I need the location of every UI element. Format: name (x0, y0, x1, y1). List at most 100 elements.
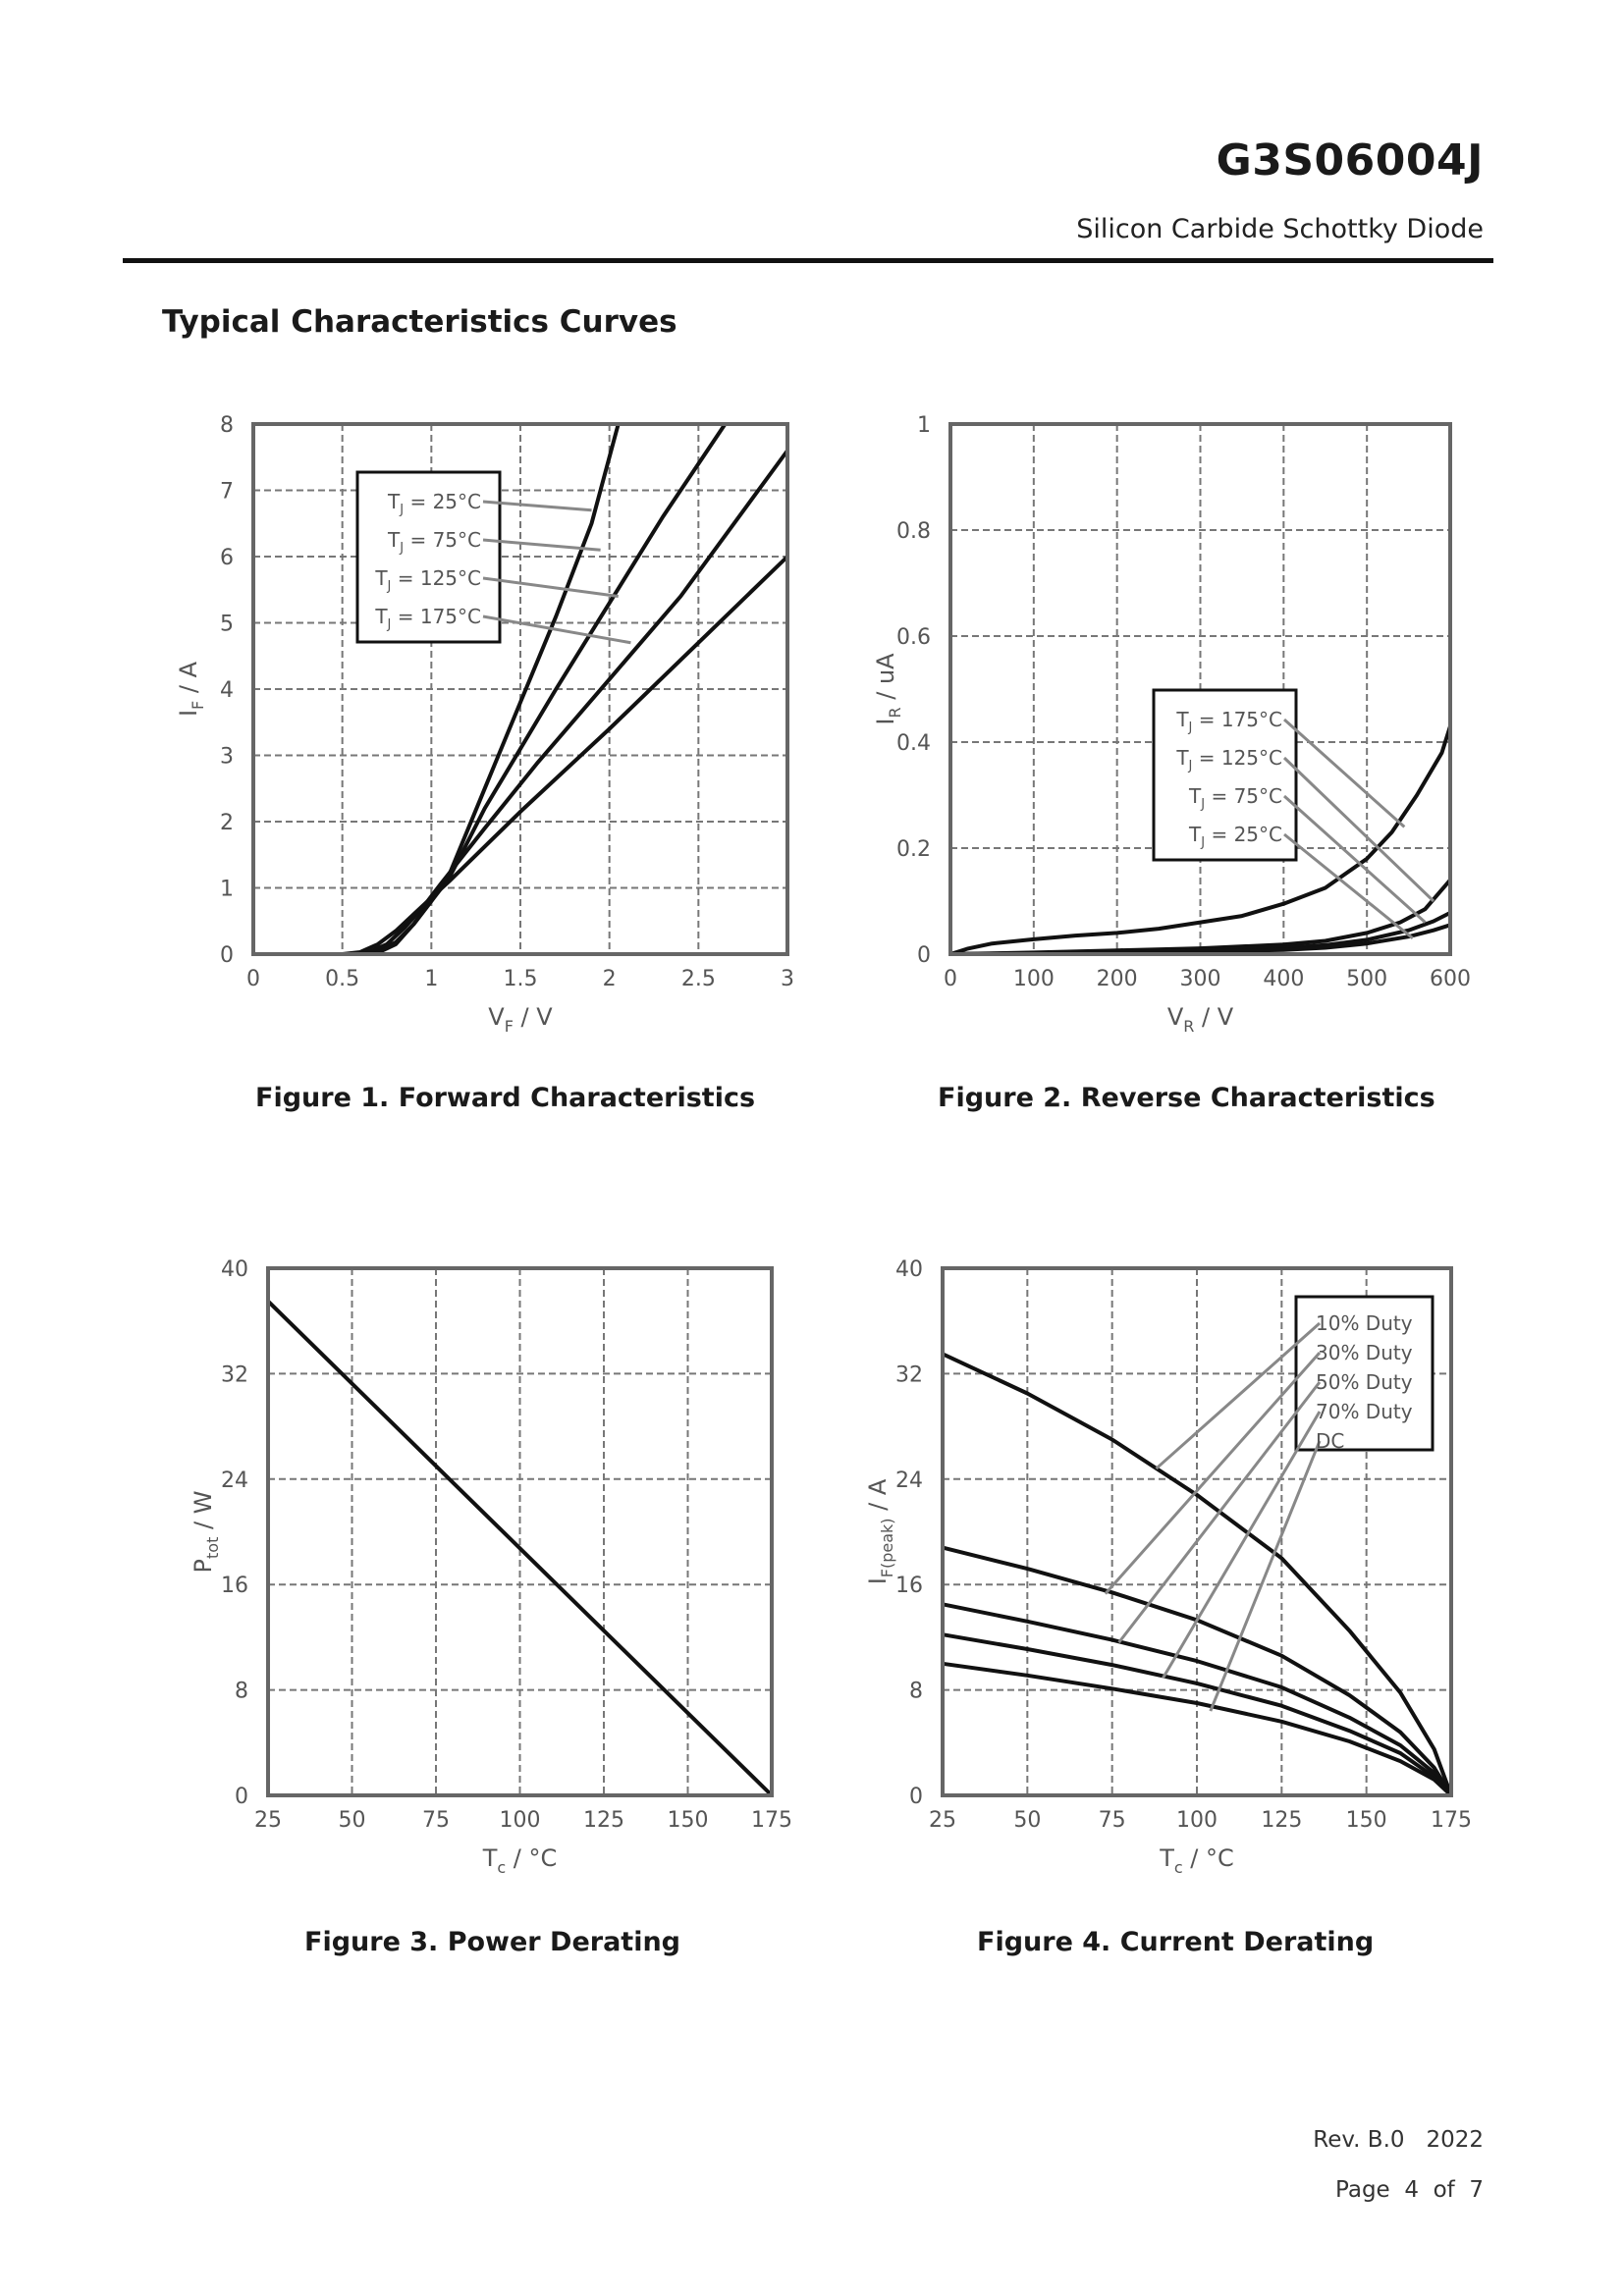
plot-frame (251, 422, 789, 956)
y-axis-label: IF(peak) / A (864, 1478, 896, 1584)
legend-entry: TJ = 75°C (1188, 784, 1282, 812)
y-tick-label: 3 (220, 745, 234, 770)
y-tick-label: 32 (221, 1362, 248, 1387)
legend-entry: TJ = 175°C (1175, 708, 1282, 735)
series-line (266, 1300, 774, 1797)
legend-leader-line (1104, 1352, 1322, 1595)
plot-frame (941, 1266, 1453, 1797)
x-axis-label: VF / V (488, 1003, 553, 1036)
plot-frame (266, 1266, 774, 1797)
series-line (942, 1632, 1453, 1797)
legend-entry: TJ = 75°C (387, 528, 481, 556)
revision-label: Rev. B.0 2022 (1313, 2127, 1484, 2153)
plot-frame (948, 422, 1452, 956)
y-tick-label: 0 (220, 943, 234, 968)
y-tick-label: 40 (221, 1257, 248, 1282)
y-tick-label: 16 (221, 1574, 248, 1598)
y-tick-label: 40 (895, 1257, 923, 1282)
x-tick-label: 150 (668, 1808, 709, 1833)
x-axis-label: Tc / °C (482, 1844, 558, 1877)
legend-entry: 50% Duty (1316, 1370, 1413, 1394)
y-tick-label: 32 (895, 1362, 923, 1387)
x-tick-label: 0.5 (325, 967, 359, 991)
y-axis-label: IR / uA (872, 653, 904, 725)
y-tick-label: 16 (895, 1574, 923, 1598)
x-tick-label: 0 (944, 967, 957, 991)
x-tick-label: 100 (500, 1808, 541, 1833)
x-tick-label: 150 (1346, 1808, 1387, 1833)
y-tick-label: 1 (917, 413, 931, 438)
series-line (942, 1352, 1453, 1796)
current-derating-chart: 25 50 75 100 125 150 175 0 8 16 24 32 40 Tc / °C IF(pe… (864, 1257, 1472, 1877)
x-tick-label: 25 (254, 1808, 282, 1833)
series-line (942, 1545, 1453, 1797)
figure-2-caption: Figure 2. Reverse Characteristics (938, 1083, 1435, 1113)
x-tick-label: 75 (1099, 1808, 1126, 1833)
x-tick-label: 100 (1176, 1808, 1218, 1833)
legend-box (1294, 1295, 1435, 1452)
legend-leader-line (1162, 1411, 1322, 1680)
legend-box (355, 470, 502, 644)
y-tick-label: 0.6 (896, 625, 931, 650)
y-axis-label: Ptot / W (189, 1491, 222, 1574)
power-derating-chart: 25 50 75 100 125 150 175 0 8 16 24 32 40 Tc / °C Ptot … (189, 1257, 792, 1877)
y-tick-label: 0.4 (896, 731, 931, 756)
y-tick-label: 0 (909, 1785, 923, 1809)
y-tick-label: 0.2 (896, 837, 931, 862)
y-tick-label: 2 (220, 811, 234, 835)
legend: 10% Duty 30% Duty 50% Duty 70% Duty DC (1104, 1295, 1435, 1712)
x-tick-label: 600 (1430, 967, 1471, 991)
y-tick-label: 4 (220, 678, 234, 703)
reverse-characteristics-chart: 0 100 200 300 400 500 600 0 0.2 0.4 0.6 0.8 1 VR / V I… (872, 413, 1471, 1036)
x-tick-label: 400 (1263, 967, 1304, 991)
x-tick-label: 50 (339, 1808, 366, 1833)
legend-leader-line (482, 614, 631, 645)
x-axis-label: Tc / °C (1159, 1844, 1234, 1877)
legend-leader-line (1155, 1321, 1321, 1470)
legend-leader-line (1282, 756, 1435, 903)
x-tick-label: 1 (424, 967, 438, 991)
series-line (253, 422, 728, 956)
legend-entry: TJ = 125°C (374, 566, 481, 594)
legend-entry: TJ = 25°C (387, 490, 481, 517)
x-tick-label: 100 (1013, 967, 1055, 991)
legend-leader-line (482, 576, 619, 598)
legend: TJ = 25°C TJ = 75°C TJ = 125°C TJ = 175°C (355, 470, 631, 645)
legend-box (1152, 688, 1298, 862)
y-axis-label: IF / A (175, 661, 207, 717)
x-axis-label: VR / V (1167, 1003, 1234, 1036)
legend-leader-line (1283, 718, 1406, 828)
legend: TJ = 175°C TJ = 125°C TJ = 75°C TJ = 25°C (1152, 688, 1435, 939)
x-tick-label: 300 (1180, 967, 1221, 991)
legend-leader-line (1283, 832, 1414, 939)
series-line (949, 725, 1452, 956)
y-tick-label: 5 (220, 613, 234, 637)
y-tick-label: 24 (895, 1468, 923, 1493)
y-tick-label: 8 (235, 1680, 248, 1704)
y-tick-label: 6 (220, 546, 234, 570)
x-tick-label: 25 (929, 1808, 956, 1833)
figure-3-caption: Figure 3. Power Derating (304, 1927, 680, 1957)
legend-entry: 70% Duty (1316, 1400, 1413, 1423)
grid (253, 424, 787, 954)
grid (268, 1268, 772, 1795)
y-tick-label: 8 (220, 413, 234, 438)
page-number: Page 4 of 7 (1335, 2177, 1484, 2203)
y-tick-label: 24 (221, 1468, 248, 1493)
x-tick-label: 175 (1431, 1808, 1472, 1833)
y-tick-label: 0 (917, 943, 931, 968)
series-line (942, 1661, 1453, 1797)
section-title: Typical Characteristics Curves (162, 304, 677, 340)
x-tick-label: 75 (422, 1808, 450, 1833)
figure-4-caption: Figure 4. Current Derating (977, 1927, 1375, 1957)
y-tick-label: 0 (235, 1785, 248, 1809)
y-tick-label: 8 (909, 1680, 923, 1704)
x-tick-label: 3 (781, 967, 794, 991)
x-tick-label: 50 (1013, 1808, 1041, 1833)
legend-entry: DC (1316, 1429, 1344, 1453)
forward-characteristics-chart: 0 0.5 1 1.5 2 2.5 3 0 1 2 3 4 5 6 7 8 VF / V IF / A TJ = 2… (175, 413, 794, 1036)
x-tick-label: 125 (583, 1808, 624, 1833)
legend-leader-line (1209, 1440, 1322, 1712)
x-tick-label: 200 (1097, 967, 1138, 991)
x-tick-label: 175 (751, 1808, 792, 1833)
